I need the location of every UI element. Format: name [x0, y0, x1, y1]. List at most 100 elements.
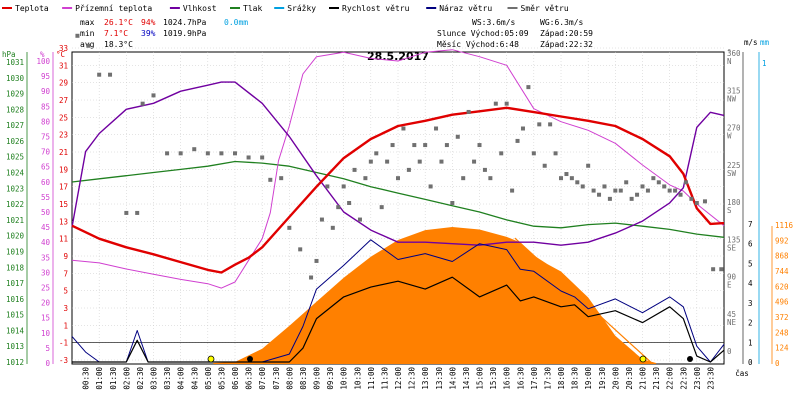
stat-max-label: max: [80, 18, 95, 27]
hpa-tick: 1017: [6, 279, 24, 288]
pct-tick: 100: [36, 57, 50, 66]
sunset-marker: [639, 355, 647, 363]
dir-tick: 315: [727, 86, 741, 95]
time-tick: 04:00: [177, 367, 186, 390]
wm-tick: 992: [775, 236, 789, 245]
wind-dir-point: [444, 143, 449, 148]
hpa-tick: 1020: [6, 232, 25, 241]
wind-dir-point: [515, 138, 520, 143]
c-tick: 1: [63, 321, 68, 330]
c-tick: 13: [59, 217, 68, 226]
series-line-teplota: [71, 106, 725, 274]
stats-block: max 26.1°C 94% 1024.7hPa 0.0mm min 7.1°C…: [80, 18, 593, 49]
wind-dir-point: [279, 176, 284, 181]
series-line-přízemní-teplota: [71, 49, 725, 289]
time-tick: 11:00: [367, 367, 376, 390]
wind-dir-point: [140, 101, 145, 106]
sunrise-marker: [207, 355, 215, 363]
wind-dir-point: [553, 151, 558, 156]
stat-min-hum: 39%: [141, 29, 156, 38]
wind-dir-point: [86, 43, 91, 48]
time-tick: 15:30: [489, 367, 498, 390]
wind-dir-point: [178, 151, 183, 156]
time-tick: 01:30: [109, 367, 118, 390]
wind-dir-point: [569, 176, 574, 181]
dir-tick-label: W: [727, 132, 732, 141]
legend-label-3: Tlak: [243, 4, 262, 13]
legend-label-6: Náraz větru: [439, 4, 492, 13]
wind-dir-point: [510, 188, 515, 193]
time-tick: 07:00: [258, 367, 267, 390]
wind-dir-point: [151, 93, 156, 98]
wind-dir-point: [379, 205, 384, 210]
pct-tick: 20: [41, 299, 51, 308]
time-tick: 21:00: [639, 367, 648, 390]
pct-tick: 50: [41, 208, 51, 217]
axis-unit-c: °C: [56, 50, 65, 59]
stat-wg: WG:6.3m/s: [540, 18, 584, 27]
time-tick: 17:30: [543, 367, 552, 390]
c-tick: 19: [59, 165, 68, 174]
c-tick: 17: [59, 183, 68, 192]
time-tick: 19:30: [598, 367, 607, 390]
moonrise-marker: [247, 356, 253, 362]
wind-dir-point: [401, 126, 406, 131]
hpa-tick: 1031: [6, 58, 24, 67]
pct-tick: 0: [45, 359, 50, 368]
wind-dir-point: [368, 159, 373, 164]
wind-dir-point: [613, 188, 618, 193]
time-tick: 16:30: [516, 367, 525, 390]
wind-dir-point: [618, 188, 623, 193]
wind-dir-point: [645, 188, 650, 193]
time-tick: 19:00: [584, 367, 593, 390]
moonset-marker: [687, 356, 693, 362]
ms-tick: 0: [748, 358, 753, 367]
pct-tick: 40: [41, 238, 51, 247]
wind-dir-point: [640, 184, 645, 189]
time-axis: 00:30 01:00 01:30 02:00 02:30 03:00 03:30 04:00…: [82, 367, 749, 390]
wind-dir-point: [205, 151, 210, 156]
axis-unit-mm: mm: [760, 38, 770, 47]
hpa-tick: 1029: [6, 90, 24, 99]
wind-dir-point: [347, 201, 352, 205]
wind-dir-point: [325, 184, 330, 189]
wind-dir-point: [526, 85, 531, 90]
hpa-tick: 1027: [6, 121, 24, 130]
time-tick: 13:30: [435, 367, 444, 390]
wind-dir-point: [309, 275, 314, 280]
wind-dir-point: [719, 267, 724, 272]
series-line-vlhkost: [71, 81, 725, 246]
c-tick: 5: [63, 287, 68, 296]
wind-dir-point: [298, 247, 303, 252]
wm-tick: 0: [775, 359, 780, 368]
time-tick: 03:30: [163, 367, 172, 390]
wind-dir-point: [580, 184, 585, 189]
time-tick: 02:30: [136, 367, 145, 390]
wind-dir-point: [406, 167, 411, 172]
dir-tick-label: NW: [727, 94, 737, 103]
wind-dir-point: [434, 126, 439, 131]
solar-radiation-area: [213, 227, 657, 364]
time-tick: 23:00: [693, 367, 702, 390]
wind-dir-point: [352, 167, 357, 172]
time-tick: 20:30: [625, 367, 634, 390]
wind-dir-point: [330, 225, 335, 230]
legend-label-5: Rychlost větru: [342, 4, 410, 13]
series-line-tlak: [71, 160, 725, 238]
stat-moon-set: Západ:22:32: [540, 40, 593, 49]
stat-ws: WS:3.6m/s: [472, 18, 516, 27]
wind-dir-point: [135, 210, 140, 215]
time-unit: čas: [735, 369, 749, 378]
wind-dir-point: [417, 159, 422, 164]
time-tick: 11:30: [380, 367, 389, 390]
pct-tick: 75: [41, 133, 50, 142]
axis-unit-dir: °: [727, 48, 732, 57]
time-tick: 05:00: [204, 367, 213, 390]
time-tick: 07:30: [272, 367, 281, 390]
wind-dir-point: [694, 201, 699, 205]
pct-tick: 30: [41, 268, 51, 277]
hpa-tick: 1021: [6, 216, 24, 225]
solar-area: [213, 227, 657, 364]
time-tick: 15:00: [476, 367, 485, 390]
c-tick: 29: [59, 79, 68, 88]
